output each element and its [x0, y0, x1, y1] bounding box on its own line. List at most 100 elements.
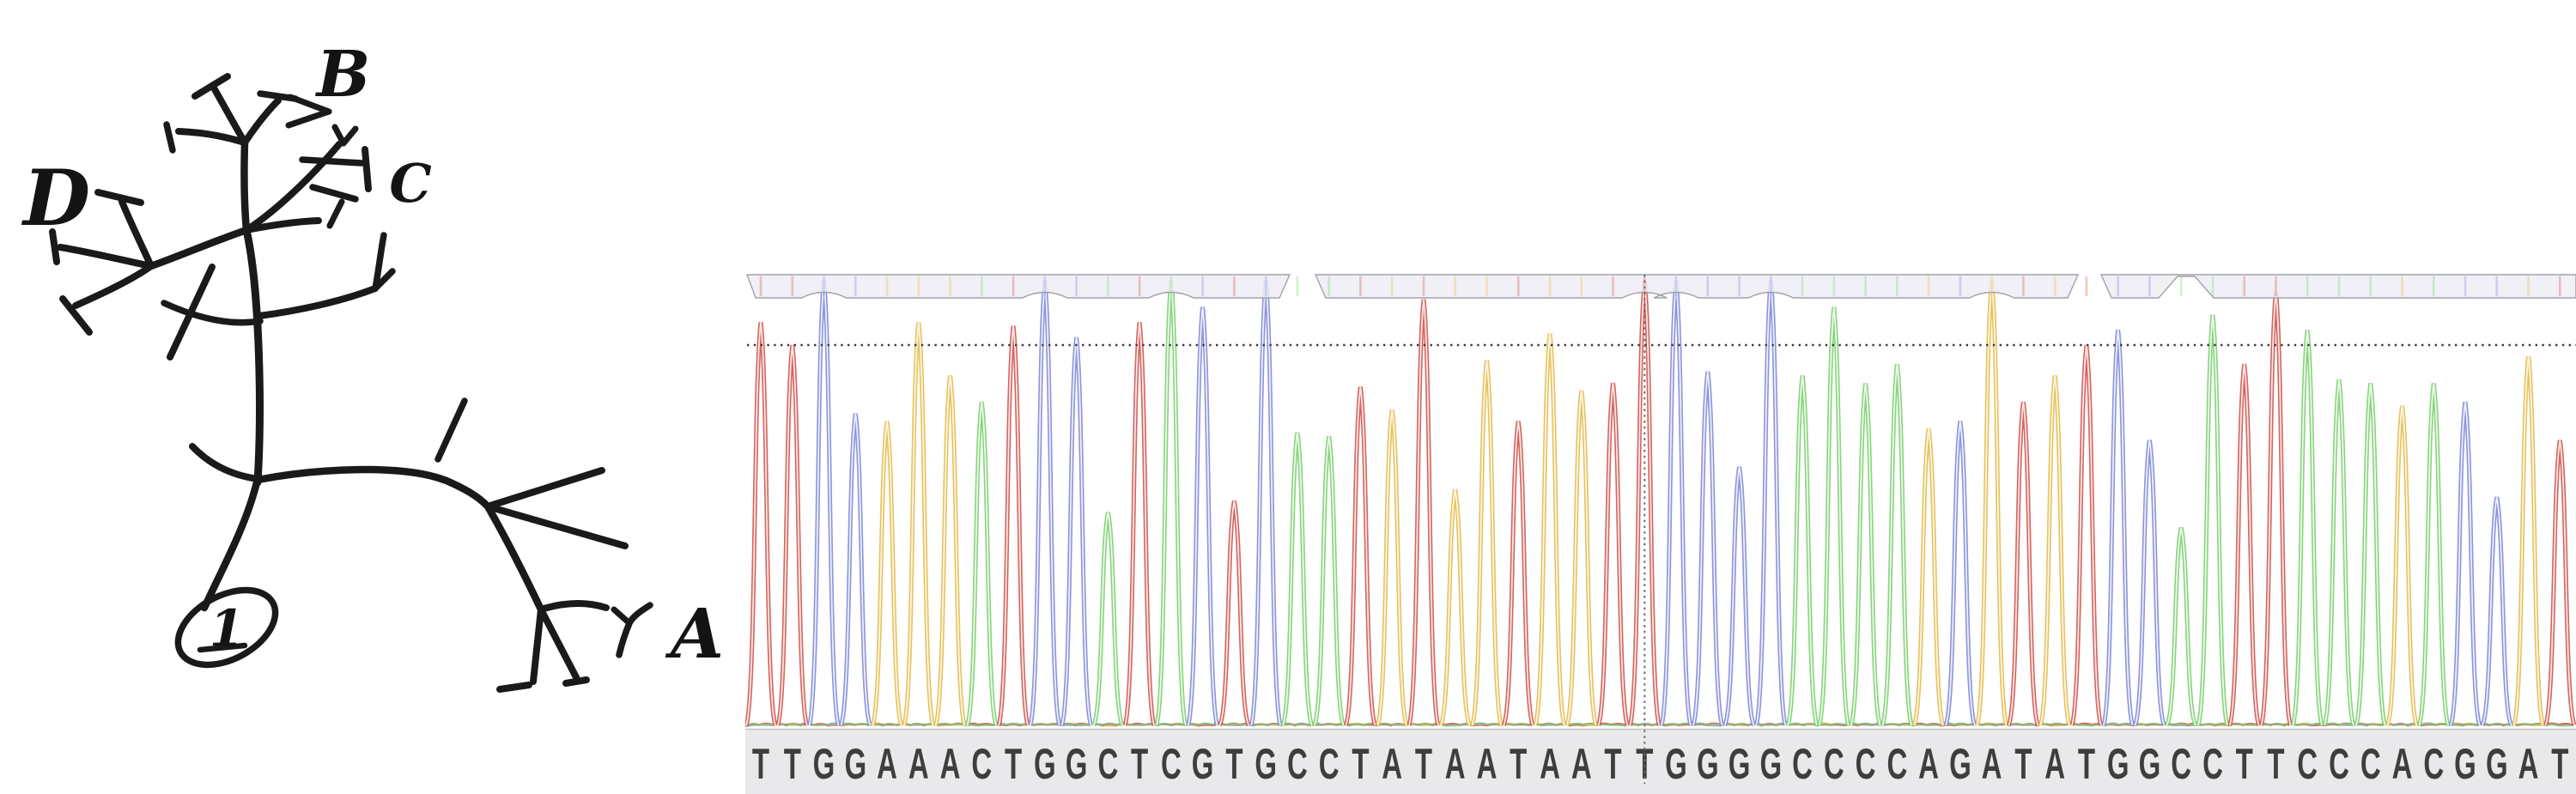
trace-peak-highlight [2544, 439, 2576, 726]
a-arm [538, 599, 610, 613]
base-call-letter: G [1949, 740, 1971, 787]
trace-peak-highlight [1282, 432, 1313, 726]
trace-peak-highlight [1345, 386, 1376, 726]
tree-label-origin: 1 [210, 599, 244, 658]
trace-peak-highlight [1218, 500, 1250, 726]
base-call-letter: C [1097, 740, 1118, 787]
b-twig-3 [175, 128, 248, 146]
trace-peak-G [1060, 336, 1093, 726]
base-call-letter: G [1697, 740, 1719, 787]
c-vbar [361, 146, 372, 192]
right-branch-stroke [253, 465, 545, 614]
base-call-letter: T [1636, 740, 1653, 787]
trace-peak-G [838, 413, 872, 727]
trunk-left-arc [161, 300, 264, 326]
trace-peak-highlight [2039, 375, 2071, 726]
a-y-mark-2 [611, 606, 633, 627]
trace-peak-highlight [2481, 497, 2512, 726]
base-call-letter: T [2267, 740, 2284, 787]
trace-peak-highlight [1818, 306, 1850, 726]
trace-peak-T [1344, 386, 1377, 726]
cross-stroke [167, 264, 216, 361]
d-left-arm [57, 244, 155, 270]
base-call-letter: G [1034, 740, 1056, 787]
base-call-letter: G [2486, 740, 2508, 787]
trace-peak-G [807, 280, 841, 726]
trace-peak-highlight [1881, 364, 1913, 726]
base-call-letter: C [2297, 740, 2318, 787]
trace-peak-highlight [1597, 383, 1629, 726]
d-top-bar [94, 189, 144, 206]
trace-peak-highlight [1850, 383, 1881, 726]
b-mark-2 [285, 108, 332, 129]
a-foot-right [562, 676, 590, 687]
trace-peak-highlight [1187, 306, 1218, 726]
a-leg-left [530, 606, 544, 685]
trace-peak-C [1817, 306, 1851, 726]
trace-peak-G [1753, 280, 1788, 726]
tree-sketch-svg: B C D A 1 [21, 38, 724, 693]
trace-peak-highlight [2008, 402, 2039, 726]
trace-peak-G [2448, 402, 2482, 726]
trace-peak-C [2164, 527, 2198, 727]
trace-peak-highlight [2134, 439, 2166, 726]
trace-peak-highlight [745, 322, 776, 726]
trace-peak-highlight [1313, 436, 1345, 726]
quality-band-segment [1314, 274, 2080, 299]
trace-peak-highlight [2166, 527, 2196, 726]
base-call-letter: T [752, 740, 769, 787]
base-call-letter: A [2518, 740, 2539, 787]
star-right-arm [243, 217, 322, 233]
base-call-letter: G [2139, 740, 2161, 787]
base-call-letter: C [2202, 740, 2223, 787]
trace-peak-A [2385, 405, 2419, 726]
b-mark-1 [287, 94, 332, 115]
trace-peak-T [2259, 291, 2293, 726]
base-call-letter: T [2551, 740, 2568, 787]
base-call-letter: G [2107, 740, 2129, 787]
base-call-letter: T [1604, 740, 1621, 787]
trace-peak-T [2227, 363, 2262, 726]
base-call-letter: G [1759, 740, 1782, 787]
c-branch [243, 141, 343, 233]
c-hbar [299, 156, 365, 167]
a-y-mark-1 [616, 602, 653, 658]
b-twig-1-bar [191, 73, 231, 100]
base-call-letter: A [908, 740, 929, 787]
base-call-letter: T [1510, 740, 1527, 787]
base-call-letter: T [2078, 740, 2095, 787]
base-call-letter: G [1255, 740, 1277, 787]
darwin-tree-sketch: B C D A 1 [0, 0, 773, 794]
fork-prong-upper [484, 467, 605, 510]
d-arc-bar [59, 295, 93, 336]
tree-label-a: A [665, 593, 724, 674]
base-call-letter: A [2392, 740, 2413, 787]
trace-peak-T [1122, 322, 1157, 726]
trace-peak-highlight [1439, 489, 1471, 726]
trace-peak-A [1375, 409, 1409, 727]
trace-peak-C [1280, 432, 1315, 727]
base-call-letter: C [2360, 740, 2381, 787]
trace-peak-highlight [2512, 356, 2544, 726]
trace-peak-C [1154, 280, 1188, 726]
b-twig-3-bar [163, 121, 176, 154]
tree-branches [49, 73, 653, 693]
base-call-letter: G [844, 740, 866, 787]
trace-peak-A [1533, 333, 1567, 726]
mid-branch [256, 285, 379, 319]
trace-peak-highlight [776, 344, 808, 726]
trace-peak-C [1849, 382, 1882, 726]
trace-peak-highlight [1408, 299, 1439, 726]
trace-peak-highlight [2228, 364, 2260, 726]
trace-peak-highlight [1124, 322, 1155, 726]
trunk-lower-stroke [200, 478, 261, 612]
trace-peak-highlight [966, 402, 998, 726]
trace-peak-highlight [998, 325, 1029, 726]
trace-peak-G [2133, 439, 2166, 727]
trace-peak-A [1975, 280, 2009, 726]
node-arc-stroke [189, 443, 261, 482]
base-call-letter: T [2236, 740, 2253, 787]
